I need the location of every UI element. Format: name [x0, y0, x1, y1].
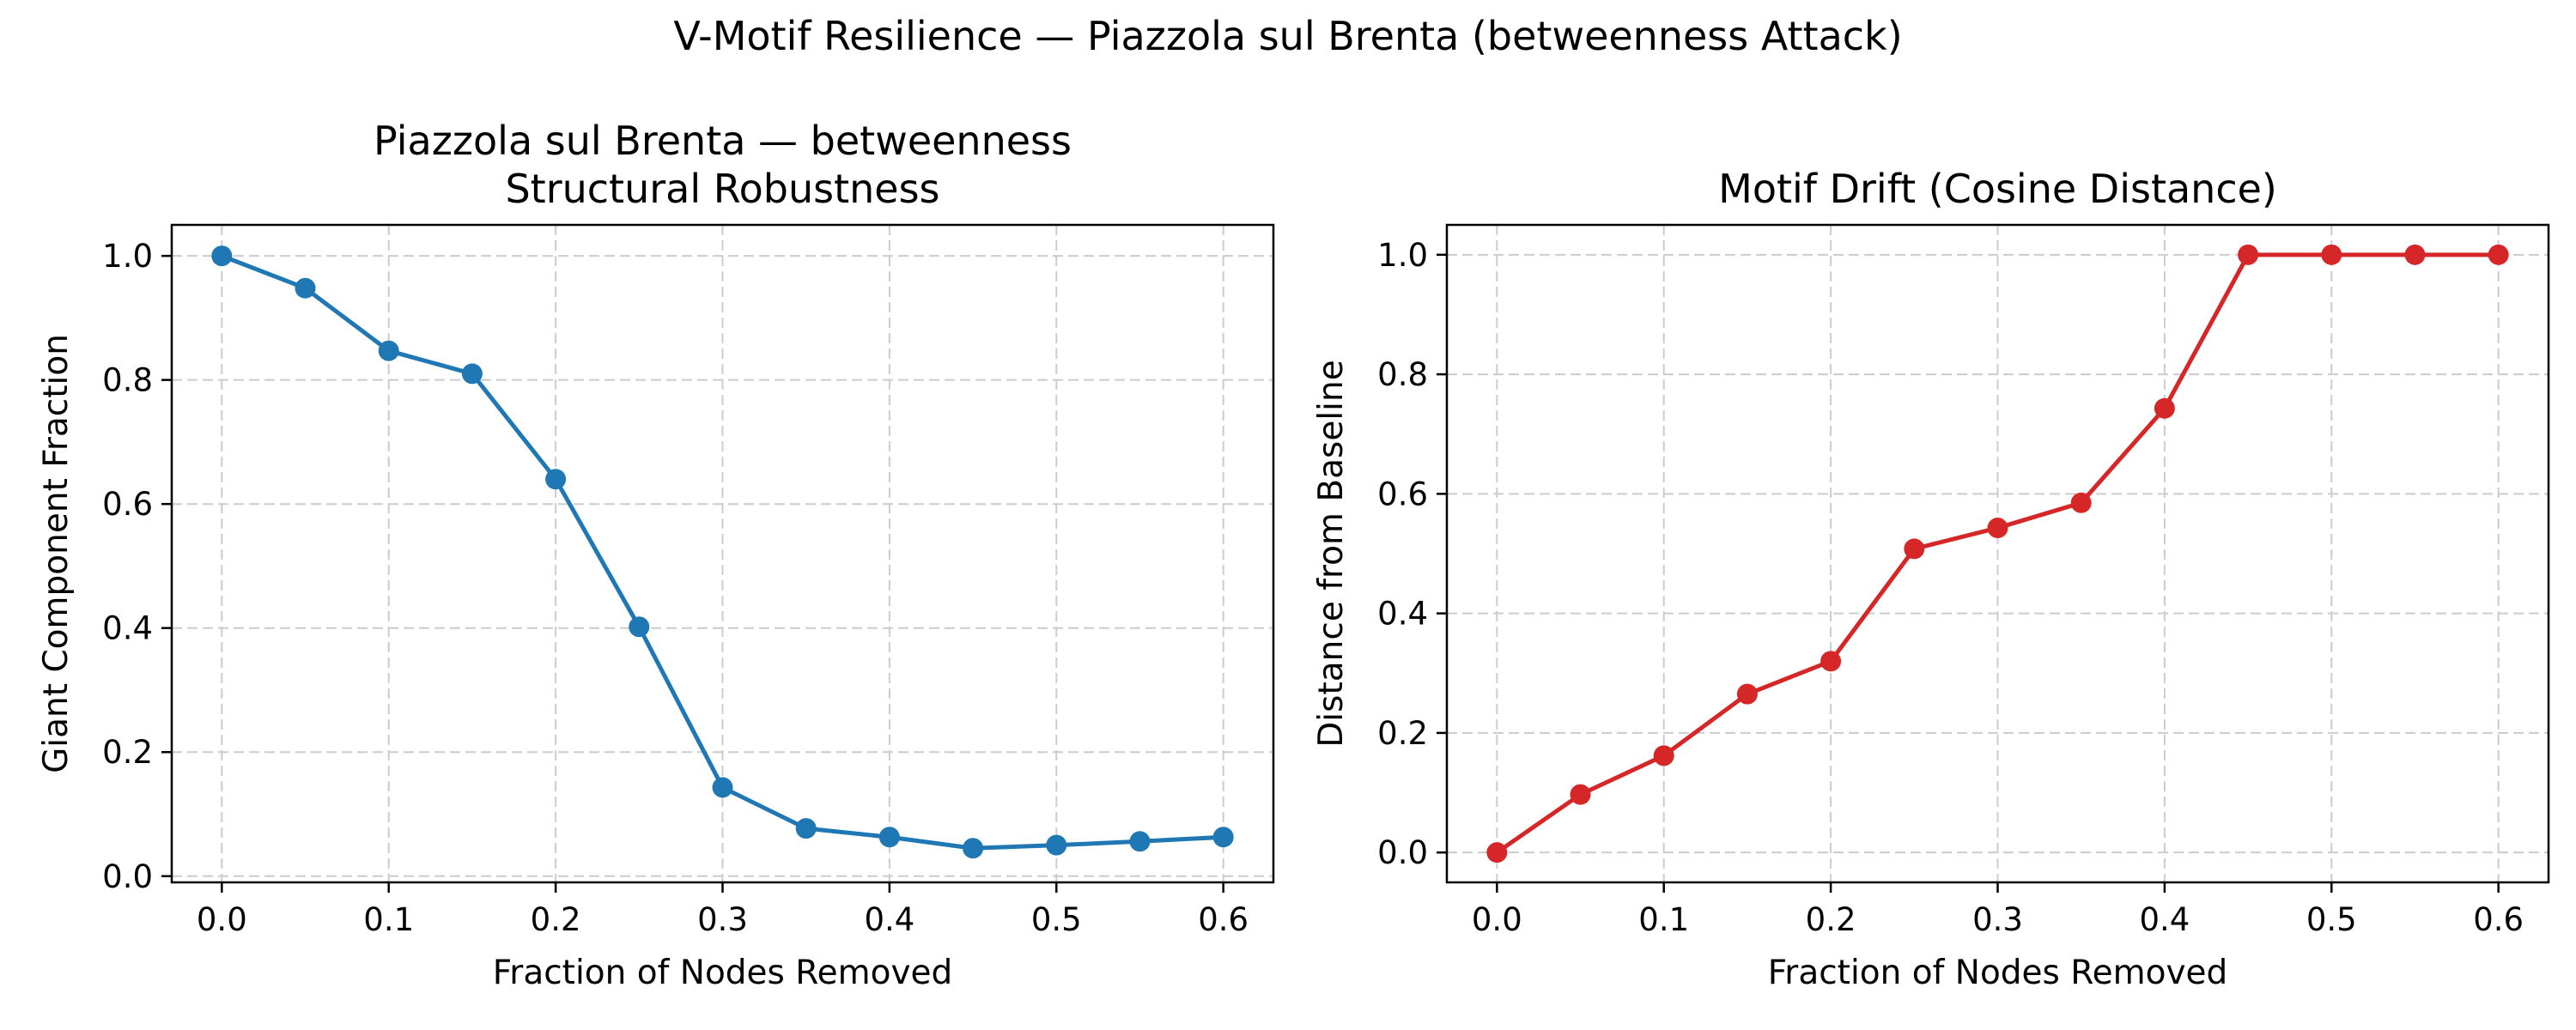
- y-axis-label: Giant Component Fraction: [37, 334, 76, 773]
- figure-suptitle: V-Motif Resilience — Piazzola sul Brenta…: [673, 13, 1902, 59]
- y-tick-label: 0.0: [102, 858, 153, 895]
- data-point: [1653, 745, 1674, 766]
- data-point: [378, 340, 399, 361]
- y-tick-label: 0.8: [102, 362, 153, 399]
- data-point: [712, 777, 733, 798]
- data-point: [1987, 518, 2008, 539]
- data-point: [963, 838, 984, 859]
- y-tick-label: 0.4: [1377, 596, 1428, 633]
- data-point: [1212, 827, 1234, 848]
- x-tick-label: 0.3: [1972, 901, 2023, 938]
- chart-title-line: Piazzola sul Brenta — betweenness: [374, 118, 1072, 164]
- x-tick-label: 0.5: [2306, 901, 2357, 938]
- x-tick-label: 0.2: [1806, 901, 1856, 938]
- x-tick-label: 0.1: [1638, 901, 1689, 938]
- y-tick-label: 0.6: [1377, 476, 1428, 512]
- x-tick-label: 0.0: [1472, 901, 1522, 938]
- data-point: [295, 277, 316, 299]
- data-point: [1486, 842, 1508, 863]
- x-axis-label: Fraction of Nodes Removed: [1768, 954, 2228, 992]
- robustness-panel: Piazzola sul Brenta — betweennessStructu…: [37, 118, 1275, 992]
- data-point: [878, 827, 900, 848]
- data-point: [1046, 834, 1067, 856]
- data-point: [461, 363, 483, 385]
- x-tick-label: 0.2: [531, 901, 581, 938]
- chart-title-line: Structural Robustness: [505, 166, 939, 212]
- x-tick-label: 0.6: [1198, 901, 1249, 938]
- y-tick-label: 0.2: [1377, 715, 1428, 752]
- y-axis-label: Distance from Baseline: [1312, 360, 1351, 747]
- y-tick-label: 0.4: [102, 610, 153, 647]
- motif-drift-panel: Motif Drift (Cosine Distance) 0.0 0.1 0.2 0.…: [1312, 166, 2550, 992]
- chart-title-line: Motif Drift (Cosine Distance): [1718, 166, 2277, 212]
- data-point: [1570, 784, 1591, 805]
- x-tick-label: 0.1: [363, 901, 414, 938]
- data-point: [1129, 831, 1151, 852]
- y-tick-label: 0.0: [1377, 834, 1428, 871]
- x-tick-label: 0.6: [2473, 901, 2524, 938]
- data-point: [1736, 683, 1758, 705]
- x-tick-label: 0.3: [697, 901, 748, 938]
- y-tick-label: 1.0: [1377, 237, 1428, 274]
- data-point: [2154, 397, 2175, 419]
- y-tick-label: 1.0: [102, 238, 153, 275]
- x-axis-label: Fraction of Nodes Removed: [493, 954, 953, 992]
- data-point: [2404, 244, 2426, 265]
- y-tick-label: 0.6: [102, 486, 153, 523]
- data-point: [795, 818, 817, 839]
- x-tick-label: 0.4: [2139, 901, 2190, 938]
- y-tick-label: 0.8: [1377, 356, 1428, 393]
- data-point: [545, 469, 567, 490]
- data-point: [2238, 244, 2259, 265]
- x-tick-label: 0.4: [864, 901, 914, 938]
- data-point: [2488, 244, 2509, 265]
- data-point: [2321, 244, 2342, 265]
- data-point: [2070, 492, 2092, 513]
- data-point: [629, 616, 650, 638]
- data-point: [1904, 538, 1925, 560]
- y-tick-label: 0.2: [102, 734, 153, 771]
- data-point: [1820, 651, 1842, 672]
- x-tick-label: 0.0: [197, 901, 247, 938]
- data-point: [211, 245, 233, 267]
- x-tick-label: 0.5: [1031, 901, 1082, 938]
